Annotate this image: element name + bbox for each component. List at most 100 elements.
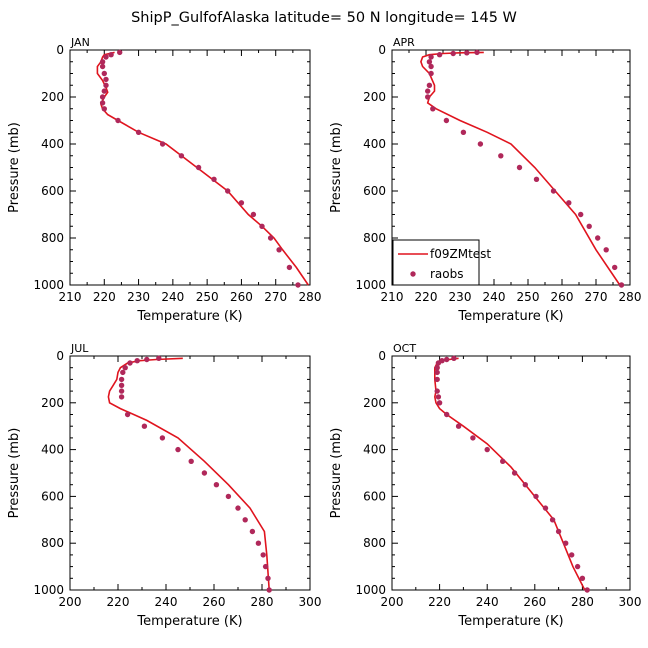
data-point-raobs bbox=[213, 482, 220, 488]
y-tick-label: 600 bbox=[363, 184, 386, 198]
data-point-raobs bbox=[569, 552, 575, 558]
y-tick-label: 800 bbox=[363, 231, 386, 245]
data-point-raobs bbox=[99, 59, 106, 65]
y-tick-label: 800 bbox=[41, 231, 64, 245]
data-point-raobs bbox=[426, 82, 433, 89]
data-point-raobs bbox=[474, 49, 480, 56]
data-point-raobs bbox=[549, 517, 556, 523]
data-point-raobs bbox=[99, 63, 106, 70]
x-tick-label: 200 bbox=[59, 595, 82, 609]
x-tick-label: 260 bbox=[203, 595, 226, 609]
x-axis-label: Temperature (K) bbox=[457, 614, 563, 629]
data-point-raobs bbox=[195, 164, 202, 171]
data-point-raobs bbox=[120, 369, 126, 376]
y-tick-label: 1000 bbox=[33, 278, 64, 292]
data-point-raobs bbox=[425, 88, 431, 94]
x-axis-label: Temperature (K) bbox=[136, 309, 242, 324]
data-point-raobs bbox=[434, 388, 440, 394]
panel-apr: 210 220 230 240 250 260 270 280 0 200 400 600 800 100… bbox=[329, 36, 641, 324]
data-point-raobs bbox=[435, 360, 442, 366]
data-point-raobs bbox=[238, 200, 245, 206]
y-tick-label: 600 bbox=[363, 489, 386, 503]
plot-frame bbox=[391, 355, 631, 591]
data-point-raobs bbox=[250, 211, 257, 218]
data-point-raobs bbox=[211, 176, 217, 182]
data-point-raobs bbox=[436, 52, 443, 58]
series-line-f09zmtest bbox=[96, 51, 309, 286]
x-tick-label: 300 bbox=[619, 595, 642, 609]
data-point-raobs bbox=[618, 282, 625, 288]
panel-label: OCT bbox=[393, 342, 416, 355]
data-point-raobs bbox=[434, 365, 440, 371]
panel-label: JUL bbox=[70, 342, 89, 355]
data-point-raobs bbox=[498, 153, 504, 159]
data-point-raobs bbox=[455, 423, 462, 429]
x-tick-label: 240 bbox=[155, 595, 178, 609]
x-tick-label: 200 bbox=[381, 595, 404, 609]
data-point-raobs bbox=[118, 388, 125, 394]
x-tick-label: 210 bbox=[59, 290, 82, 304]
data-point-raobs bbox=[586, 223, 592, 229]
panel-jan: 210 220 230 240 250 260 270 280 0 200 400 600 800 100… bbox=[7, 36, 321, 324]
data-point-raobs bbox=[124, 411, 131, 418]
y-tick-label: 0 bbox=[378, 349, 386, 363]
data-point-raobs bbox=[156, 355, 162, 361]
data-point-raobs bbox=[542, 505, 549, 511]
data-point-raobs bbox=[425, 94, 431, 100]
y-axis-label: Pressure (mb) bbox=[329, 428, 344, 519]
data-point-raobs bbox=[188, 458, 194, 464]
x-tick-label: 280 bbox=[619, 290, 642, 304]
data-point-raobs bbox=[443, 117, 450, 124]
x-tick-label: 280 bbox=[299, 290, 322, 304]
data-point-raobs bbox=[516, 164, 523, 171]
x-axis-label: Temperature (K) bbox=[136, 614, 242, 629]
y-tick-label: 200 bbox=[41, 90, 64, 104]
y-tick-label: 400 bbox=[41, 443, 64, 457]
y-tick-label: 1000 bbox=[355, 583, 386, 597]
data-point-raobs bbox=[225, 188, 231, 194]
data-point-raobs bbox=[430, 106, 436, 112]
data-point-raobs bbox=[444, 356, 450, 363]
data-point-raobs bbox=[295, 282, 301, 288]
legend: f09ZMtest raobs bbox=[392, 239, 491, 286]
y-tick-label: 1000 bbox=[33, 583, 64, 597]
data-point-raobs bbox=[511, 470, 518, 476]
data-point-raobs bbox=[178, 153, 185, 159]
series-line-f09zmtest bbox=[433, 357, 586, 591]
y-tick-label: 600 bbox=[41, 184, 64, 198]
data-point-raobs bbox=[434, 369, 440, 376]
data-point-raobs bbox=[579, 575, 586, 581]
x-tick-label: 280 bbox=[571, 595, 594, 609]
data-point-raobs bbox=[533, 493, 539, 500]
data-point-raobs bbox=[434, 376, 440, 383]
data-point-raobs bbox=[122, 365, 128, 371]
y-tick-label: 800 bbox=[41, 536, 64, 550]
x-tick-label: 280 bbox=[251, 595, 274, 609]
data-point-raobs bbox=[450, 50, 456, 57]
x-tick-label: 270 bbox=[264, 290, 287, 304]
y-tick-label: 0 bbox=[56, 43, 64, 57]
data-point-raobs bbox=[500, 458, 506, 464]
data-point-raobs bbox=[428, 54, 434, 60]
y-tick-label: 600 bbox=[41, 489, 64, 503]
x-tick-label: 300 bbox=[299, 595, 322, 609]
legend-dot-icon bbox=[410, 271, 416, 277]
x-tick-label: 260 bbox=[230, 290, 253, 304]
x-tick-label: 230 bbox=[449, 290, 472, 304]
y-tick-label: 1000 bbox=[355, 278, 386, 292]
y-tick-label: 0 bbox=[56, 349, 64, 363]
y-axis-label: Pressure (mb) bbox=[329, 122, 344, 213]
panel-jul: 200 220 240 260 280 300 0 200 400 600 800 1000 Tempe… bbox=[7, 342, 321, 629]
panel-oct: 200 220 240 260 280 300 0 200 400 600 800 1000 Tempe… bbox=[329, 342, 641, 629]
data-point-raobs bbox=[259, 223, 265, 229]
x-tick-label: 220 bbox=[428, 595, 451, 609]
x-axis-label: Temperature (K) bbox=[457, 309, 563, 324]
x-tick-label: 260 bbox=[523, 595, 546, 609]
data-point-raobs bbox=[451, 355, 457, 361]
legend-box bbox=[392, 239, 480, 286]
data-point-raobs bbox=[435, 394, 442, 400]
data-point-raobs bbox=[118, 382, 125, 388]
data-point-raobs bbox=[101, 70, 108, 77]
data-point-raobs bbox=[595, 235, 601, 241]
